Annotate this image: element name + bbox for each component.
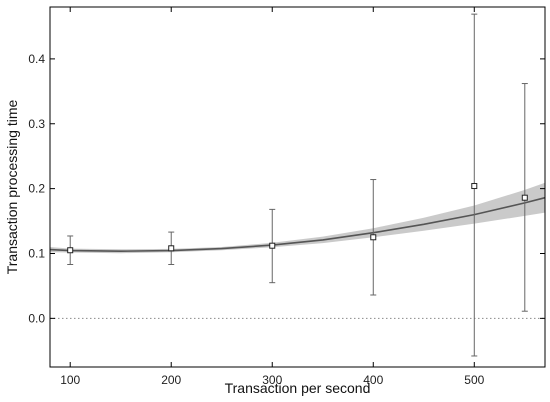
y-tick-label: 0.4	[28, 52, 45, 66]
plot-frame	[49, 6, 546, 368]
x-axis-label: Transaction per second	[225, 380, 371, 396]
data-point	[269, 208, 276, 284]
y-tick-label: 0.0	[28, 311, 45, 325]
y-axis-label: Transaction processing time	[4, 100, 20, 275]
confidence-band	[50, 182, 545, 254]
data-point	[67, 235, 74, 266]
data-marker	[370, 234, 377, 241]
x-axis: 100 200 300 400 500	[60, 7, 485, 387]
y-axis: 0.0 0.1 0.2 0.3 0.4	[28, 52, 545, 325]
x-tick-label: 400	[363, 373, 383, 387]
y-tick-label: 0.1	[28, 246, 45, 260]
fit-line	[49, 196, 546, 253]
data-marker	[269, 242, 276, 249]
x-tick-label: 200	[161, 373, 181, 387]
y-tick-label: 0.3	[28, 117, 45, 131]
data-marker	[471, 183, 478, 190]
data-point	[471, 13, 478, 357]
x-tick-label: 300	[262, 373, 282, 387]
data-point	[168, 231, 175, 266]
data-marker	[168, 245, 175, 252]
data-point	[521, 83, 528, 312]
data-marker	[67, 247, 74, 254]
y-tick-label: 0.2	[28, 182, 45, 196]
x-tick-label: 500	[464, 373, 484, 387]
data-point	[370, 179, 377, 296]
plot-area	[49, 13, 546, 357]
x-tick-label: 100	[60, 373, 80, 387]
data-marker	[521, 194, 528, 201]
